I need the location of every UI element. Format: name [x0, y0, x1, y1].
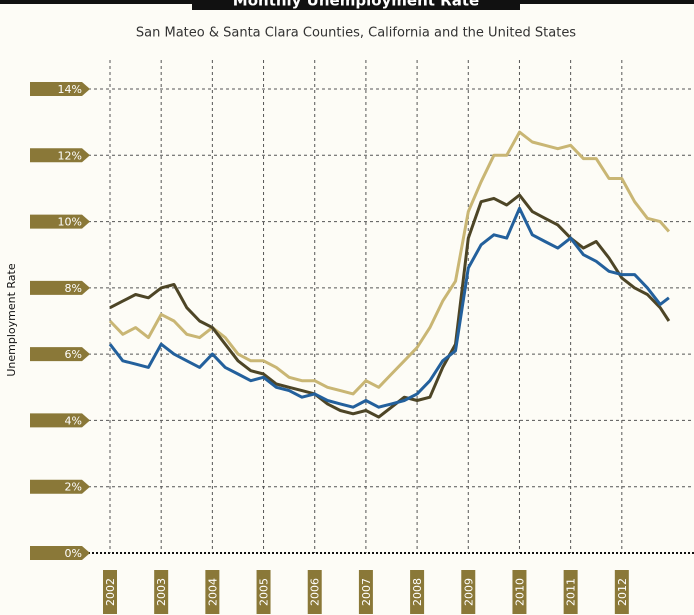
y-tick-tab	[30, 214, 90, 229]
y-tick-label: 4%	[65, 414, 82, 427]
x-tick-tab	[410, 570, 425, 614]
x-tick-tab	[103, 570, 117, 614]
x-tick-label: 2005	[258, 578, 271, 606]
y-tick-tab	[30, 280, 90, 295]
x-tick-label: 2003	[155, 578, 168, 606]
x-tick-tab	[563, 570, 578, 614]
chart-title: Monthly Unemployment Rate	[233, 0, 479, 10]
x-tick-label: 2010	[513, 578, 526, 606]
x-tick-label: 2006	[309, 578, 322, 606]
y-tick-tab	[30, 148, 90, 163]
y-tick-tab	[30, 82, 90, 96]
y-tick-label: 10%	[58, 216, 82, 229]
x-tick-tab	[614, 570, 629, 614]
x-tick-tab	[154, 570, 169, 614]
x-tick-label: 2009	[462, 578, 475, 606]
x-tick-tab	[512, 570, 527, 614]
y-axis-label: Unemployment Rate	[5, 263, 18, 377]
y-tick-label: 2%	[65, 481, 82, 494]
y-tick-label: 14%	[58, 83, 82, 96]
x-tick-tab	[256, 570, 271, 614]
y-tick-label: 12%	[58, 149, 82, 162]
y-tick-label: 8%	[65, 282, 82, 295]
y-tick-tab	[30, 347, 90, 362]
x-tick-label: 2008	[411, 578, 424, 606]
series-line	[108, 130, 671, 396]
x-tick-label: 2012	[616, 578, 629, 606]
x-tick-tab	[358, 570, 373, 614]
x-tick-tab	[307, 570, 322, 614]
x-tick-label: 2002	[104, 578, 117, 606]
title-banner	[192, 0, 520, 10]
y-tick-tab	[30, 546, 90, 560]
y-tick-tab	[30, 479, 90, 494]
x-tick-label: 2011	[565, 578, 578, 606]
y-tick-tab	[30, 413, 90, 428]
y-tick-label: 6%	[65, 348, 82, 361]
series-line	[109, 193, 671, 419]
series-line	[108, 206, 670, 409]
y-tick-label: 0%	[65, 547, 82, 560]
chart-subtitle: San Mateo & Santa Clara Counties, Califo…	[136, 26, 576, 41]
x-tick-label: 2004	[206, 578, 219, 606]
x-tick-tab	[205, 570, 220, 614]
x-tick-label: 2007	[360, 578, 373, 606]
x-tick-tab	[461, 570, 476, 614]
